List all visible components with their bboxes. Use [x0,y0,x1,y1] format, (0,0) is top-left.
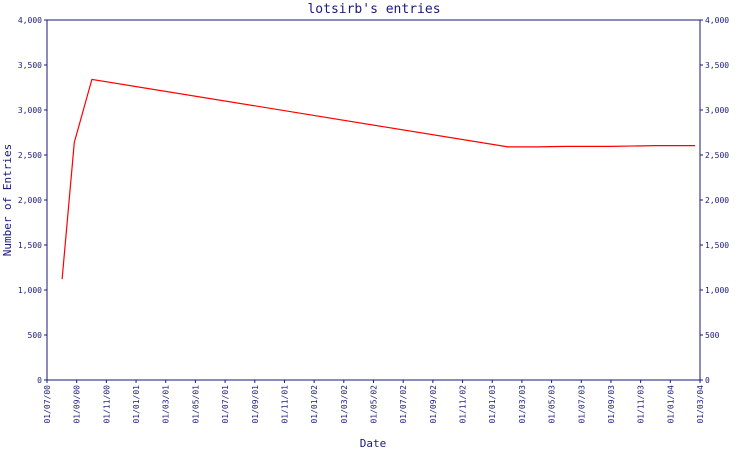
plot-area [46,19,701,381]
x-tick-label: 01/07/01 [221,385,230,424]
y-tick-label-left: 1,500 [18,241,42,250]
y-tick-label-right: 2,000 [705,196,729,205]
x-tick-label: 01/09/00 [73,385,82,424]
x-tick-label: 01/07/00 [43,385,52,424]
x-tick-label: 01/01/02 [310,385,319,424]
x-tick-label: 01/07/03 [577,385,586,424]
x-axis: 01/07/00 01/09/00 01/11/00 01/01/01 01/03/01… [43,380,705,424]
x-tick-label: 01/03/04 [696,385,705,424]
x-tick-label: 01/01/03 [488,385,497,424]
x-tick-label: 01/03/02 [340,385,349,424]
y-axis-right: 0 500 1,000 1,500 2,000 2,500 3,000 3,500 4,000 [700,16,729,385]
series-line-0 [61,78,696,280]
y-tick-label-right: 1,000 [705,286,729,295]
x-tick-label: 01/03/03 [518,385,527,424]
y-tick-label-right: 500 [705,331,720,340]
x-axis-label: Date [360,437,387,450]
x-tick-label: 01/11/02 [459,385,468,424]
x-tick-label: 01/11/03 [637,385,646,424]
x-tick-label: 01/05/01 [191,385,200,424]
y-tick-label-right: 0 [705,376,710,385]
x-tick-label: 01/01/01 [132,385,141,424]
y-axis-label: Number of Entries [1,144,14,257]
x-tick-label: 01/07/02 [399,385,408,424]
y-tick-label-left: 2,000 [18,196,42,205]
y-tick-label-right: 3,000 [705,106,729,115]
x-tick-label: 01/05/03 [548,385,557,424]
x-tick-label: 01/09/01 [251,385,260,424]
x-tick-label: 01/03/01 [162,385,171,424]
y-tick-label-left: 0 [37,376,42,385]
y-tick-label-right: 1,500 [705,241,729,250]
y-tick-label-left: 3,000 [18,106,42,115]
x-tick-label: 01/11/00 [102,385,111,424]
y-tick-label-left: 1,000 [18,286,42,295]
y-axis-left: 0 500 1,000 1,500 2,000 2,500 3,000 3,500 4,000 [18,16,47,385]
y-tick-label-left: 2,500 [18,151,42,160]
x-tick-label: 01/09/03 [607,385,616,424]
y-tick-label-left: 500 [28,331,43,340]
y-tick-label-right: 2,500 [705,151,729,160]
x-tick-label: 01/11/01 [280,385,289,424]
series-layer [61,78,696,280]
y-tick-label-left: 3,500 [18,61,42,70]
y-tick-label-left: 4,000 [18,16,42,25]
x-tick-label: 01/09/02 [429,385,438,424]
x-tick-label: 01/01/04 [666,385,675,424]
chart-title: lotsirb's entries [307,2,440,17]
x-tick-label: 01/05/02 [370,385,379,424]
y-tick-label-right: 4,000 [705,16,729,25]
y-tick-label-right: 3,500 [705,61,729,70]
